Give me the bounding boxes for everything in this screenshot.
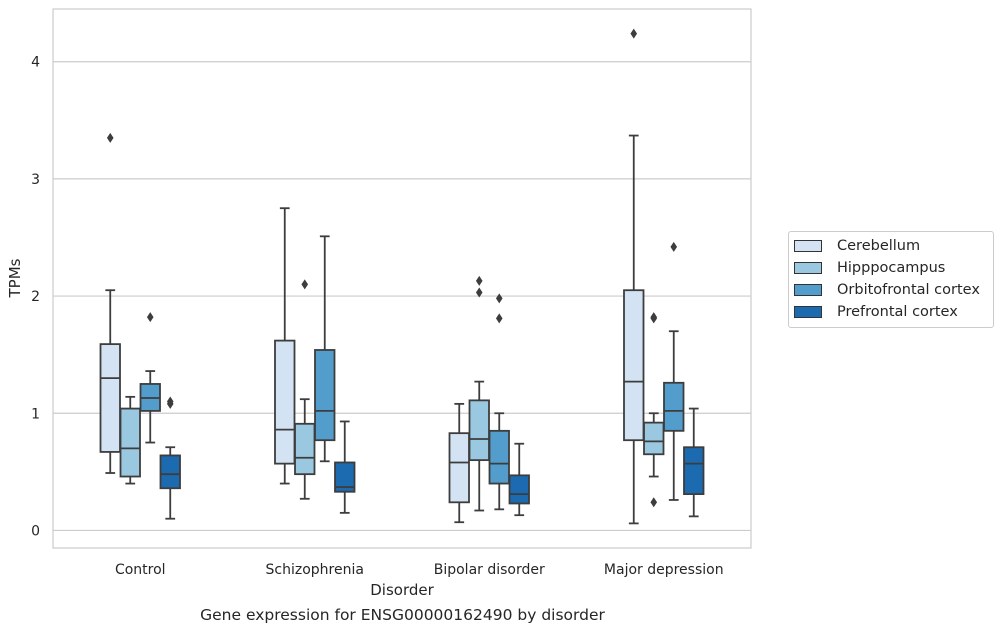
box-group xyxy=(159,396,181,520)
box-group xyxy=(683,407,705,518)
x-axis-ticks: Control Schizophrenia Bipolar disorder Majo… xyxy=(115,562,724,578)
legend: Cerebellum Hipppocampus Orbitofrontal co… xyxy=(788,231,994,328)
outlier-point xyxy=(650,497,658,508)
box-group xyxy=(139,312,161,444)
box-group xyxy=(623,28,645,525)
box xyxy=(334,461,356,493)
box xyxy=(448,432,470,504)
x-tick-label: Bipolar disorder xyxy=(434,562,545,578)
box-group xyxy=(119,395,141,485)
outlier-point xyxy=(106,132,114,143)
box xyxy=(314,349,336,442)
legend-swatch xyxy=(794,284,822,296)
legend-swatch xyxy=(794,306,822,318)
outlier-point xyxy=(495,293,503,304)
x-tick-label: Schizophrenia xyxy=(266,562,364,578)
box-group xyxy=(294,279,316,500)
box-group xyxy=(488,293,510,511)
box xyxy=(159,454,181,490)
legend-item-prefrontal-cortex: Prefrontal cortex xyxy=(794,302,958,322)
box xyxy=(468,399,490,462)
box-group xyxy=(274,207,296,485)
outlier-point xyxy=(301,279,309,290)
box-group xyxy=(314,235,336,463)
plot-area xyxy=(52,8,752,549)
box xyxy=(508,474,530,505)
box xyxy=(643,421,665,456)
y-tick-label: 2 xyxy=(31,289,40,305)
y-tick-label: 0 xyxy=(31,523,40,539)
box xyxy=(683,446,705,496)
y-tick-label: 3 xyxy=(31,172,40,188)
box-group xyxy=(448,402,470,524)
legend-label: Hipppocampus xyxy=(837,260,946,276)
y-axis-ticks: 0 1 2 3 4 xyxy=(31,55,40,540)
box-group xyxy=(508,442,530,517)
outlier-point xyxy=(146,312,154,323)
outlier-point xyxy=(475,287,483,298)
box xyxy=(663,381,685,432)
legend-label: Prefrontal cortex xyxy=(837,304,958,320)
legend-swatch xyxy=(794,240,822,252)
legend-swatch xyxy=(794,262,822,274)
x-tick-label: Major depression xyxy=(604,562,724,578)
box-group xyxy=(663,241,685,501)
box xyxy=(274,339,296,465)
outlier-point xyxy=(166,398,174,409)
box xyxy=(99,343,121,453)
x-axis-label: Disorder xyxy=(370,581,434,599)
outlier-point xyxy=(650,313,658,324)
legend-item-hippocampus: Hipppocampus xyxy=(794,258,945,278)
legend-label: Cerebellum xyxy=(837,238,921,254)
legend-label: Orbitofrontal cortex xyxy=(837,282,980,298)
box-group xyxy=(99,132,121,474)
box-group xyxy=(643,312,665,508)
box-group xyxy=(334,420,356,514)
legend-item-cerebellum: Cerebellum xyxy=(794,236,920,256)
box-group xyxy=(468,275,490,512)
outlier-point xyxy=(495,313,503,324)
x-tick-label: Control xyxy=(115,562,166,578)
box xyxy=(119,407,141,478)
outlier-point xyxy=(630,28,638,39)
y-axis-label: TPMs xyxy=(6,258,24,298)
chart-caption: Gene expression for ENSG00000162490 by d… xyxy=(200,606,605,624)
outlier-point xyxy=(475,275,483,286)
boxes xyxy=(99,28,705,525)
box xyxy=(623,289,645,442)
y-tick-label: 4 xyxy=(31,55,40,71)
y-tick-label: 1 xyxy=(31,406,40,422)
box xyxy=(488,429,510,485)
box xyxy=(294,422,316,476)
legend-item-orbitofrontal-cortex: Orbitofrontal cortex xyxy=(794,280,980,300)
outlier-point xyxy=(670,241,678,252)
